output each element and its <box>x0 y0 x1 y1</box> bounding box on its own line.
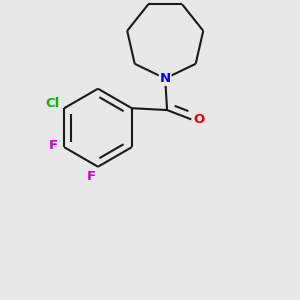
Text: F: F <box>49 139 58 152</box>
Text: O: O <box>194 113 205 126</box>
Text: Cl: Cl <box>45 97 59 110</box>
Text: F: F <box>87 169 96 182</box>
Text: N: N <box>160 72 171 85</box>
